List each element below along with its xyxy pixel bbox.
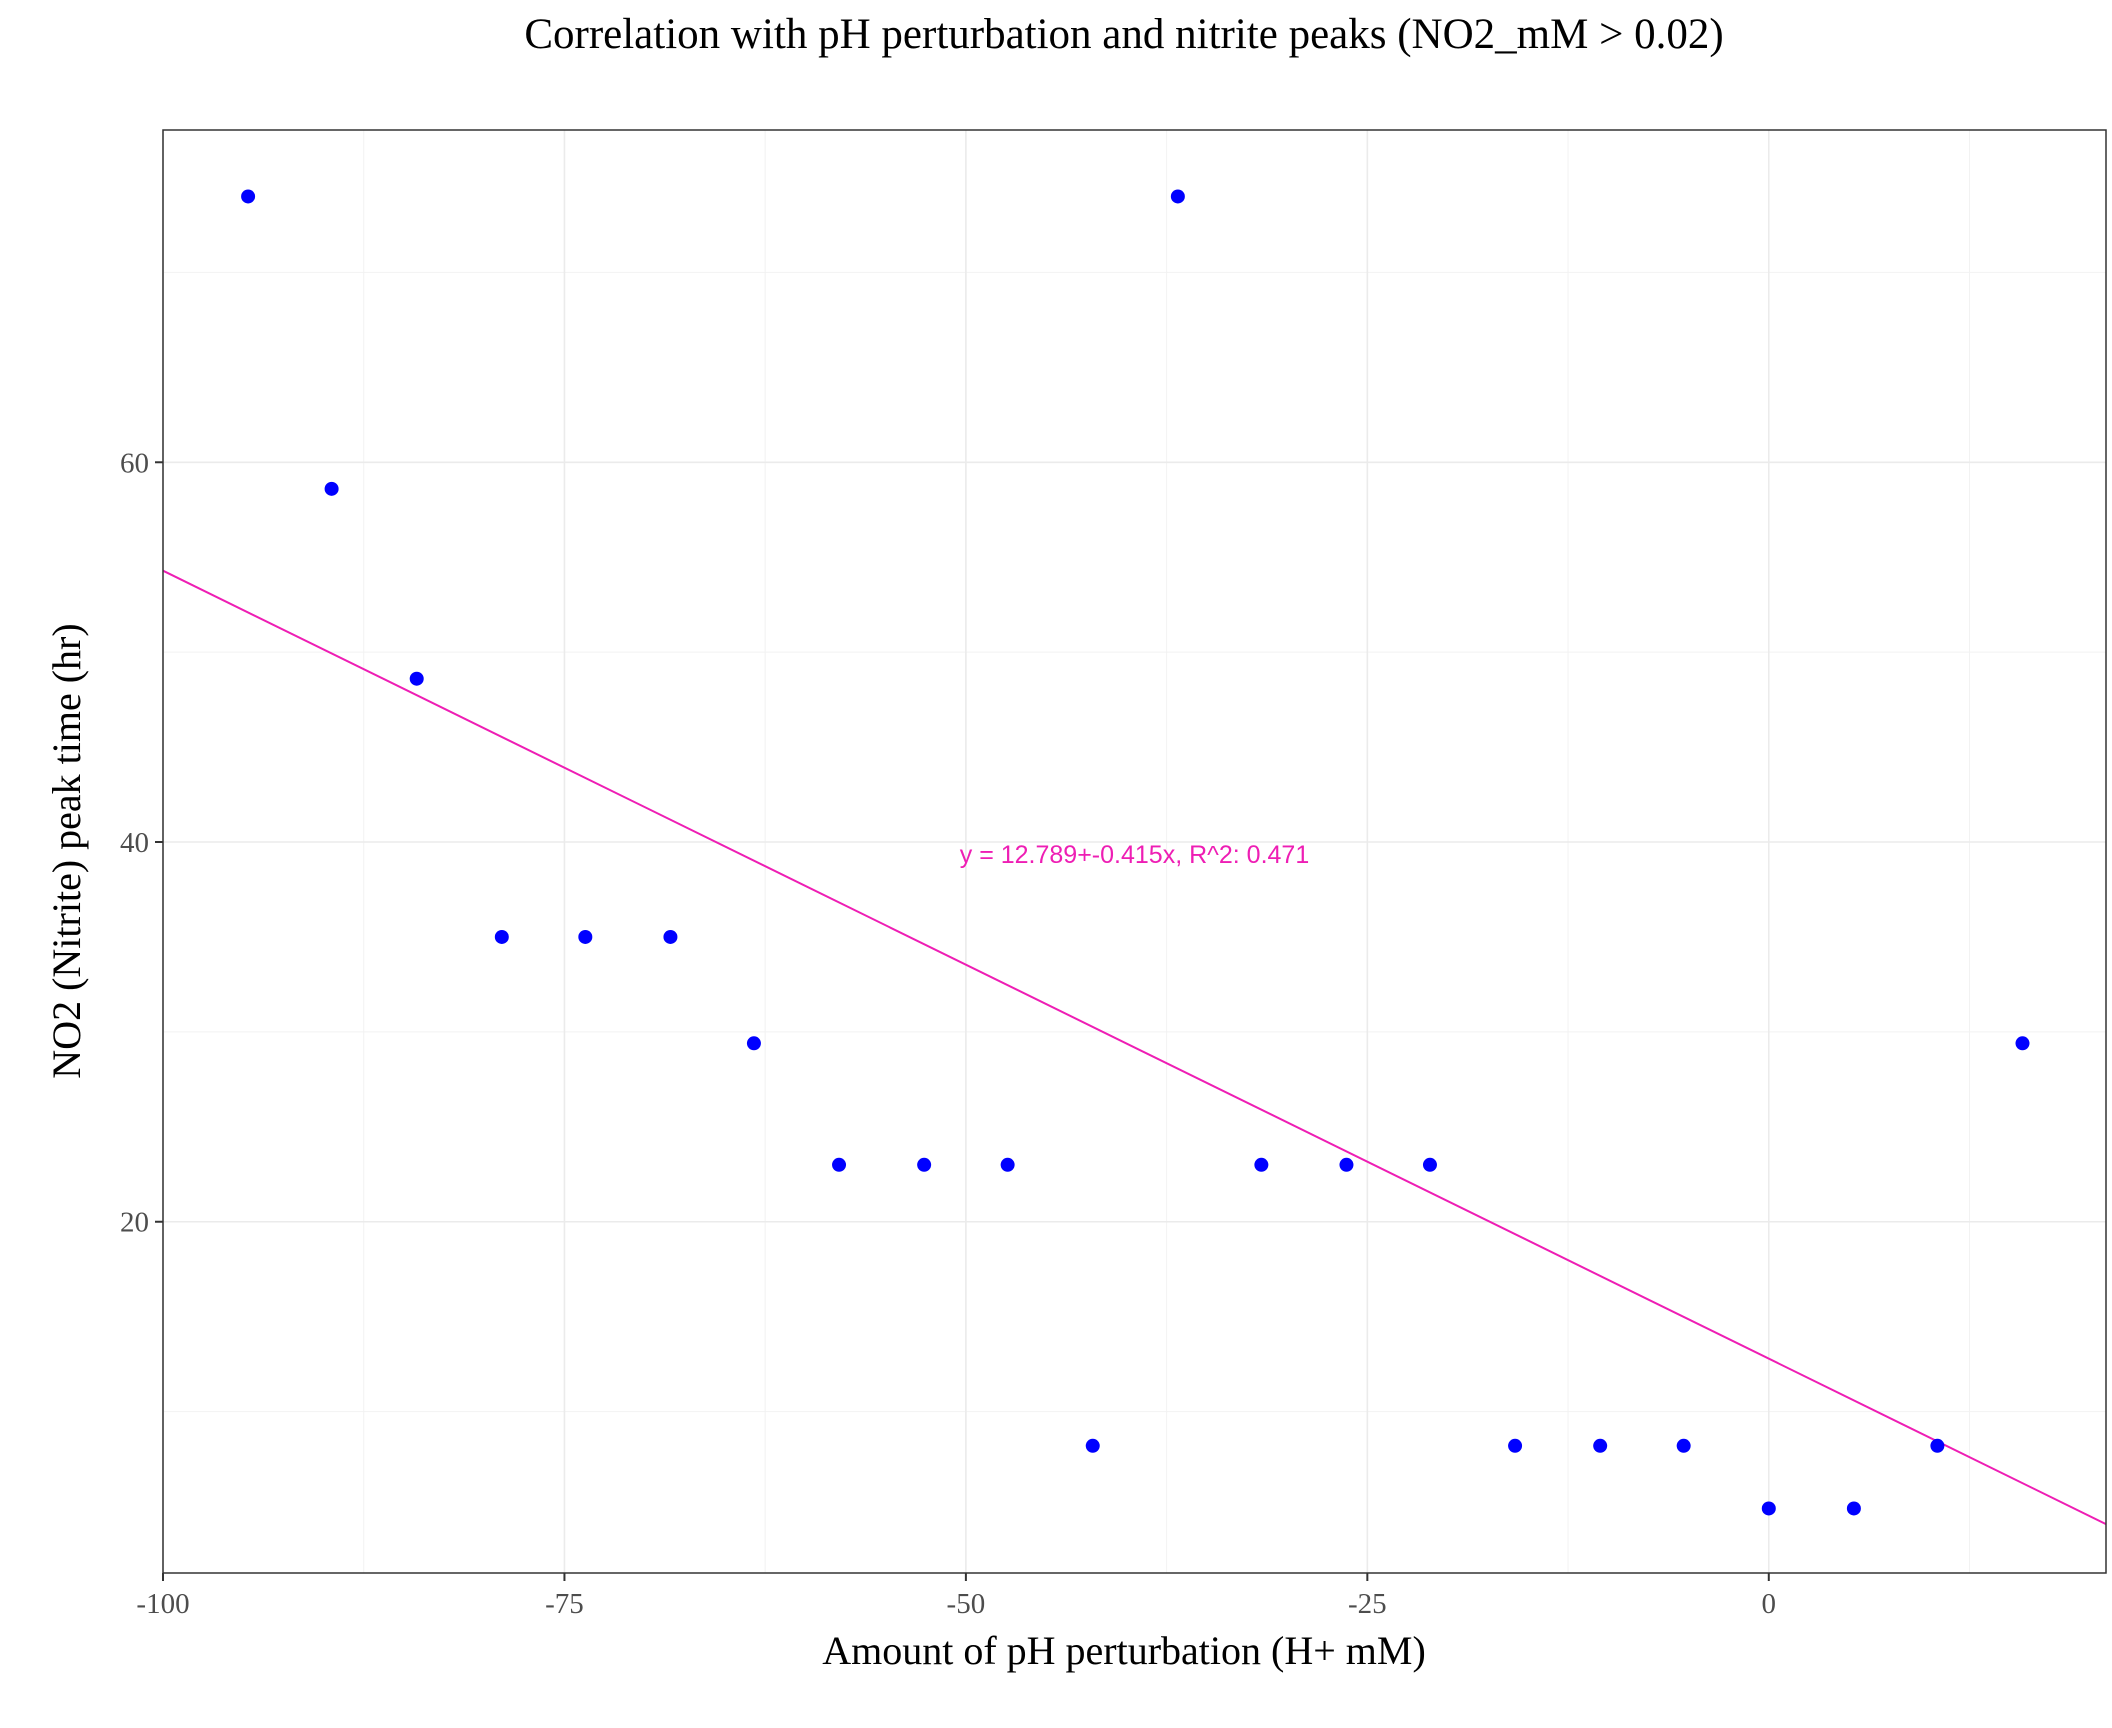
y-axis: 20 40 60 bbox=[120, 447, 163, 1239]
y-axis-title: NO2 (Nitrite) peak time (hr) bbox=[44, 623, 89, 1078]
data-point bbox=[917, 1157, 932, 1172]
data-point bbox=[1930, 1438, 1945, 1453]
data-point bbox=[1676, 1438, 1691, 1453]
regression-line-layer bbox=[162, 569, 2107, 1526]
data-point bbox=[1761, 1501, 1776, 1516]
data-point bbox=[1508, 1438, 1523, 1453]
x-tick-label: -75 bbox=[545, 1588, 584, 1620]
data-point bbox=[2015, 1036, 2030, 1051]
data-point bbox=[1339, 1157, 1354, 1172]
data-point bbox=[241, 189, 256, 204]
data-point bbox=[663, 929, 678, 944]
x-tick-label: -50 bbox=[947, 1588, 986, 1620]
annotation-layer: y = 12.789+-0.415x, R^2: 0.471 bbox=[960, 841, 1309, 869]
y-tick-label: 40 bbox=[120, 827, 149, 859]
x-axis-title: Amount of pH perturbation (H+ mM) bbox=[822, 1628, 1426, 1673]
data-point bbox=[1000, 1157, 1015, 1172]
regression-equation-label: y = 12.789+-0.415x, R^2: 0.471 bbox=[960, 841, 1309, 869]
x-axis: -100 -75 -50 -25 0 bbox=[136, 1573, 1776, 1620]
data-point bbox=[1593, 1438, 1608, 1453]
data-point bbox=[746, 1036, 761, 1051]
data-point bbox=[578, 929, 593, 944]
data-point bbox=[324, 481, 339, 496]
data-point bbox=[1846, 1501, 1861, 1516]
data-points bbox=[241, 189, 2030, 1516]
x-tick-label: -25 bbox=[1348, 1588, 1387, 1620]
data-point bbox=[1422, 1157, 1437, 1172]
data-point bbox=[1085, 1438, 1100, 1453]
y-tick-label: 20 bbox=[120, 1207, 149, 1239]
x-tick-label: 0 bbox=[1762, 1588, 1777, 1620]
x-tick-label: -100 bbox=[136, 1588, 189, 1620]
data-point bbox=[409, 671, 424, 686]
y-tick-label: 60 bbox=[120, 447, 149, 479]
data-point bbox=[1170, 189, 1185, 204]
chart-title: Correlation with pH perturbation and nit… bbox=[524, 11, 1723, 58]
data-point bbox=[1254, 1157, 1269, 1172]
regression-line bbox=[162, 569, 2107, 1526]
plot-panel-border bbox=[162, 129, 2107, 1574]
data-point bbox=[832, 1157, 847, 1172]
data-point bbox=[494, 929, 509, 944]
